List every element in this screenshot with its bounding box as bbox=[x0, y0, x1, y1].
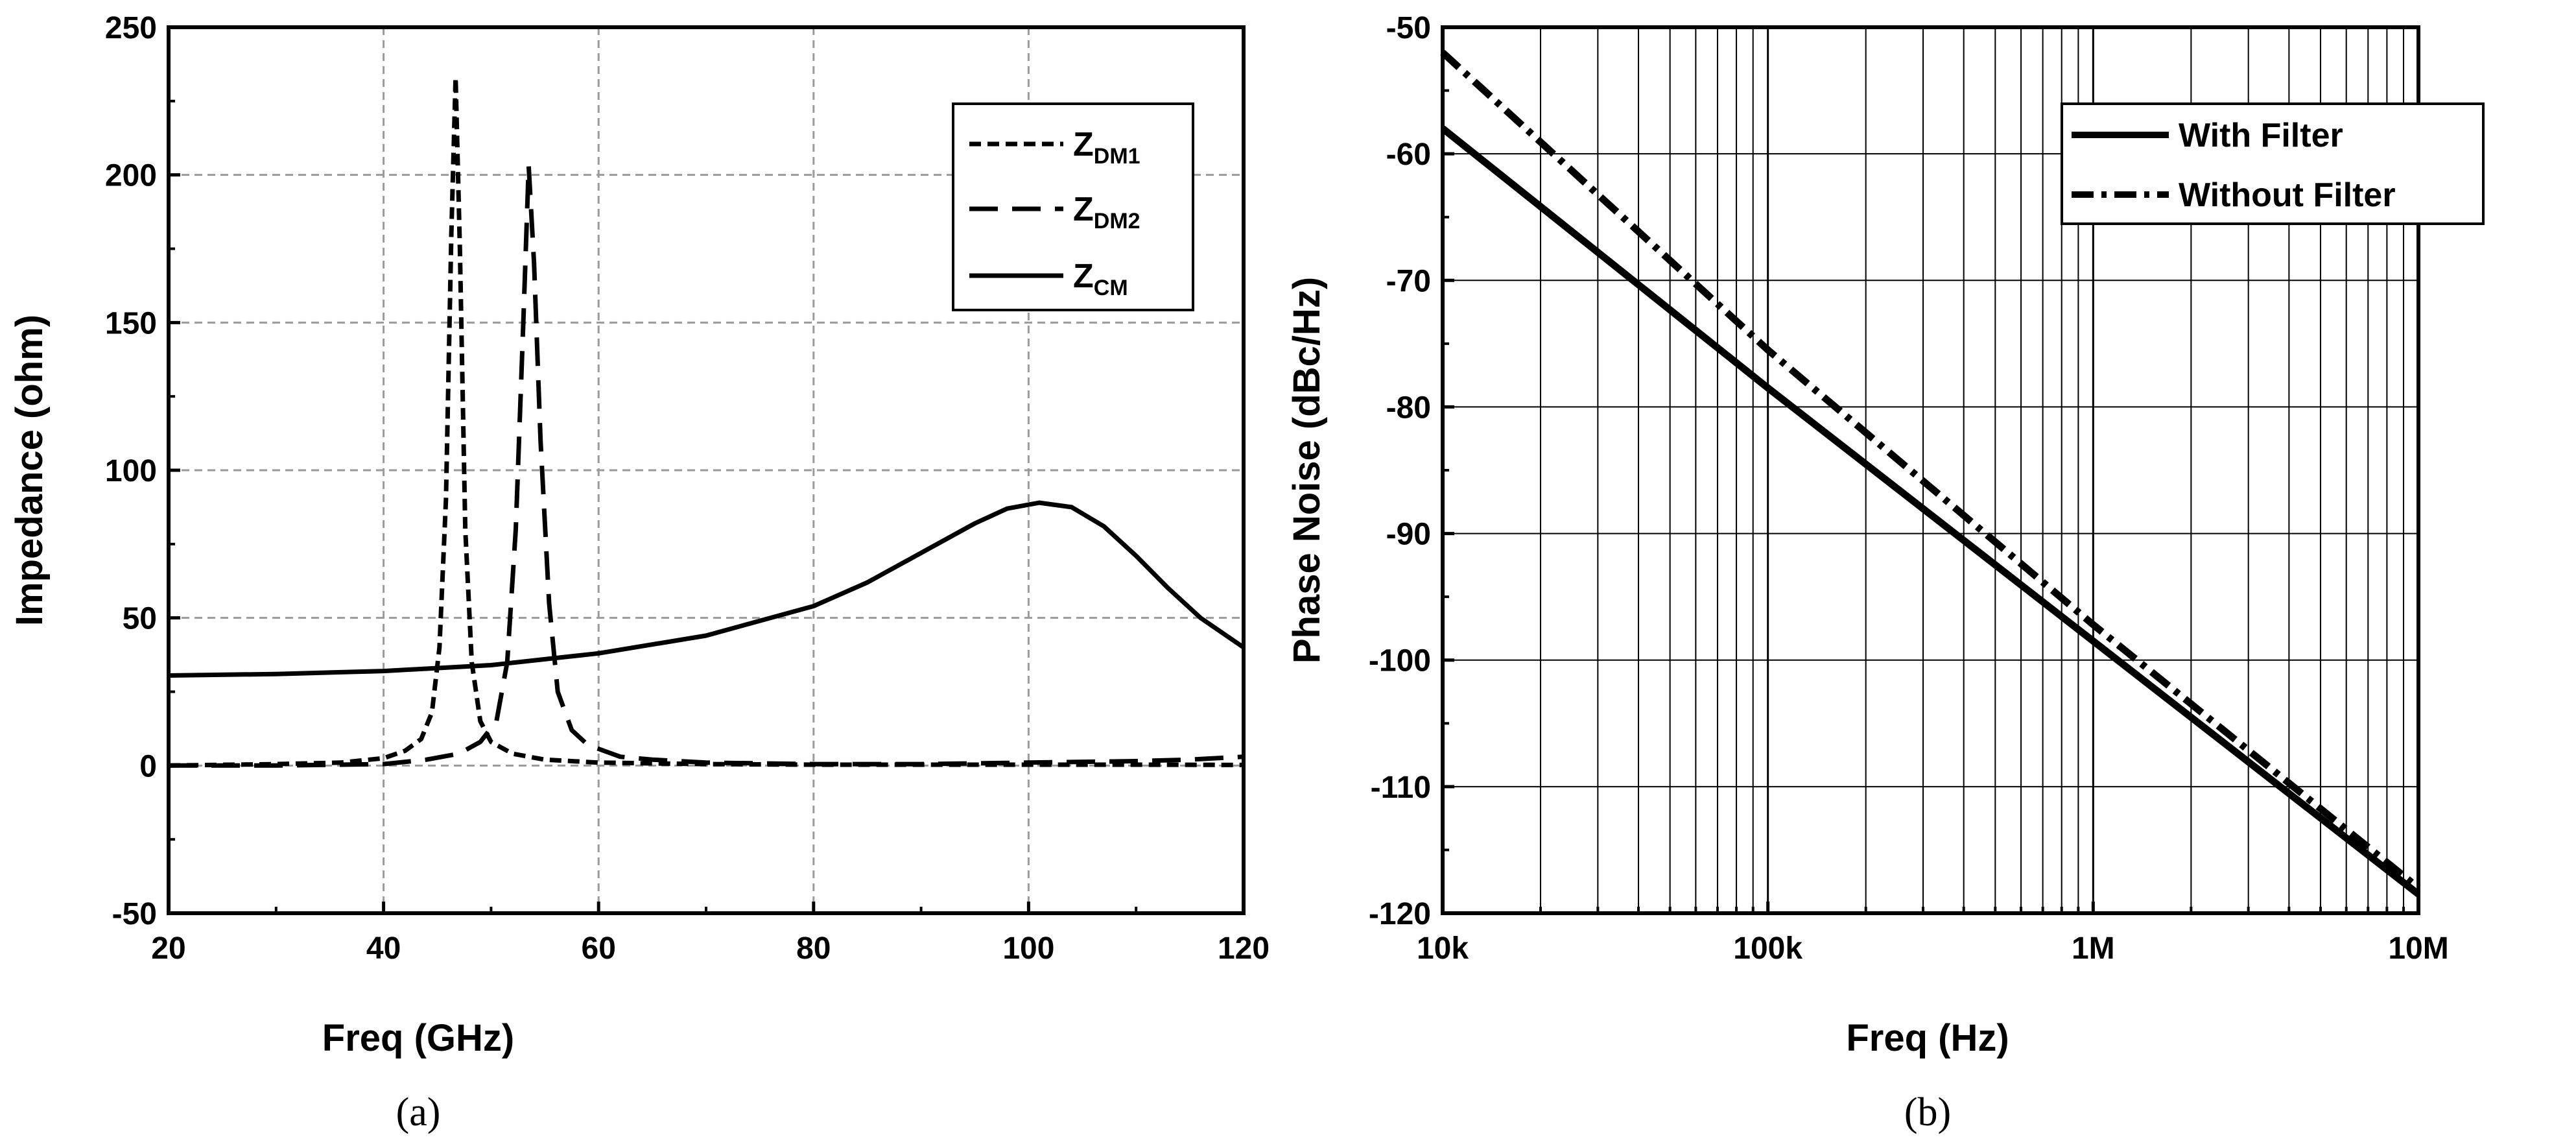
series-with-filter-line bbox=[1440, 125, 2421, 898]
panel-a-y-tick-label: -50 bbox=[112, 897, 157, 931]
panel-b-y-axis-title: Phase Noise (dBc/Hz) bbox=[1286, 277, 1328, 664]
series-without-filter-line bbox=[1440, 49, 2421, 891]
panel-b-legend-box bbox=[2061, 102, 2485, 225]
panel-a-y-tick-label: 250 bbox=[105, 11, 157, 45]
panel-a-x-tick-label: 120 bbox=[1218, 931, 1270, 966]
panel-a-x-tick-label: 20 bbox=[151, 931, 185, 966]
panel-b-x-tick-label: 10M bbox=[2388, 931, 2448, 966]
panel-a-label: (a) bbox=[396, 1090, 441, 1134]
legend-label-with-filter: With Filter bbox=[2179, 117, 2343, 154]
panel-a-x-tick-label: 80 bbox=[796, 931, 831, 966]
panel-b-ticks: 10k 100k 1M 10M -120 -110 -100 -90 -80 -70 -60 -50 bbox=[1369, 11, 2449, 966]
panel-a: 20 40 60 80 100 120 -50 0 50 100 150 200 250 Freq (G… bbox=[8, 11, 1270, 1134]
legend-label-z-cm: ZCM bbox=[1073, 257, 1128, 300]
legend-label-without-filter: Without Filter bbox=[2179, 176, 2396, 214]
panel-a-y-tick-label: 50 bbox=[123, 602, 157, 636]
panel-b-y-tick-label: -90 bbox=[1386, 518, 1431, 552]
panel-b-legend: With Filter Without Filter bbox=[2061, 102, 2485, 225]
legend-label-z-dm1-sub: DM1 bbox=[1094, 144, 1140, 169]
legend-label-z-cm-main: Z bbox=[1073, 257, 1094, 295]
legend-label-z-dm1: ZDM1 bbox=[1073, 126, 1140, 169]
panel-b-x-axis-title: Freq (Hz) bbox=[1846, 1017, 2009, 1059]
legend-label-z-dm2: ZDM2 bbox=[1073, 191, 1140, 233]
panel-b-x-tick-label: 100k bbox=[1733, 931, 1802, 966]
series-z-cm-line bbox=[168, 500, 1245, 678]
series-z-dm2-line bbox=[169, 163, 1244, 768]
legend-label-z-cm-sub: CM bbox=[1094, 276, 1128, 300]
panel-b-y-tick-label: -100 bbox=[1369, 644, 1431, 678]
legend-label-z-dm2-main: Z bbox=[1073, 191, 1094, 228]
panel-b-x-tick-label: 1M bbox=[2072, 931, 2115, 966]
panel-b-y-tick-label: -80 bbox=[1386, 390, 1431, 425]
panel-a-x-tick-label: 100 bbox=[1002, 931, 1054, 966]
panel-b: 10k 100k 1M 10M-120-110-100-90-80-70-60-50 … bbox=[1286, 11, 2485, 1134]
panel-a-x-axis-title: Freq (GHz) bbox=[322, 1017, 514, 1059]
legend-label-z-dm2-sub: DM2 bbox=[1094, 209, 1140, 233]
panel-a-series bbox=[168, 75, 1245, 768]
panel-b-y-tick-label: -120 bbox=[1369, 897, 1431, 931]
panel-b-y-tick-label: -70 bbox=[1386, 264, 1431, 298]
panel-b-y-tick-label: -50 bbox=[1386, 11, 1431, 45]
legend-label-z-dm1-main: Z bbox=[1073, 126, 1094, 163]
panel-a-x-tick-label: 40 bbox=[366, 931, 401, 966]
panel-a-y-tick-label: 100 bbox=[105, 454, 157, 488]
panel-b-label: (b) bbox=[1904, 1090, 1951, 1134]
panel-b-y-tick-label: -60 bbox=[1386, 138, 1431, 172]
panel-a-y-axis-title: Impedance (ohm) bbox=[8, 315, 51, 626]
panel-a-x-tick-label: 60 bbox=[582, 931, 616, 966]
panel-a-y-tick-label: 200 bbox=[105, 159, 157, 193]
panel-b-y-tick-label: -110 bbox=[1371, 771, 1431, 805]
panel-b-x-tick-label: 10k bbox=[1417, 931, 1469, 966]
panel-b-series bbox=[1440, 49, 2421, 898]
panel-a-ticks: 20 40 60 80 100 120 -50 0 50 100 150 200 250 bbox=[105, 11, 1270, 966]
panel-a-legend: ZDM1 ZDM2 ZCM bbox=[952, 102, 1194, 311]
panel-a-y-tick-label: 150 bbox=[105, 306, 157, 341]
panel-a-y-tick-label: 0 bbox=[139, 749, 157, 783]
